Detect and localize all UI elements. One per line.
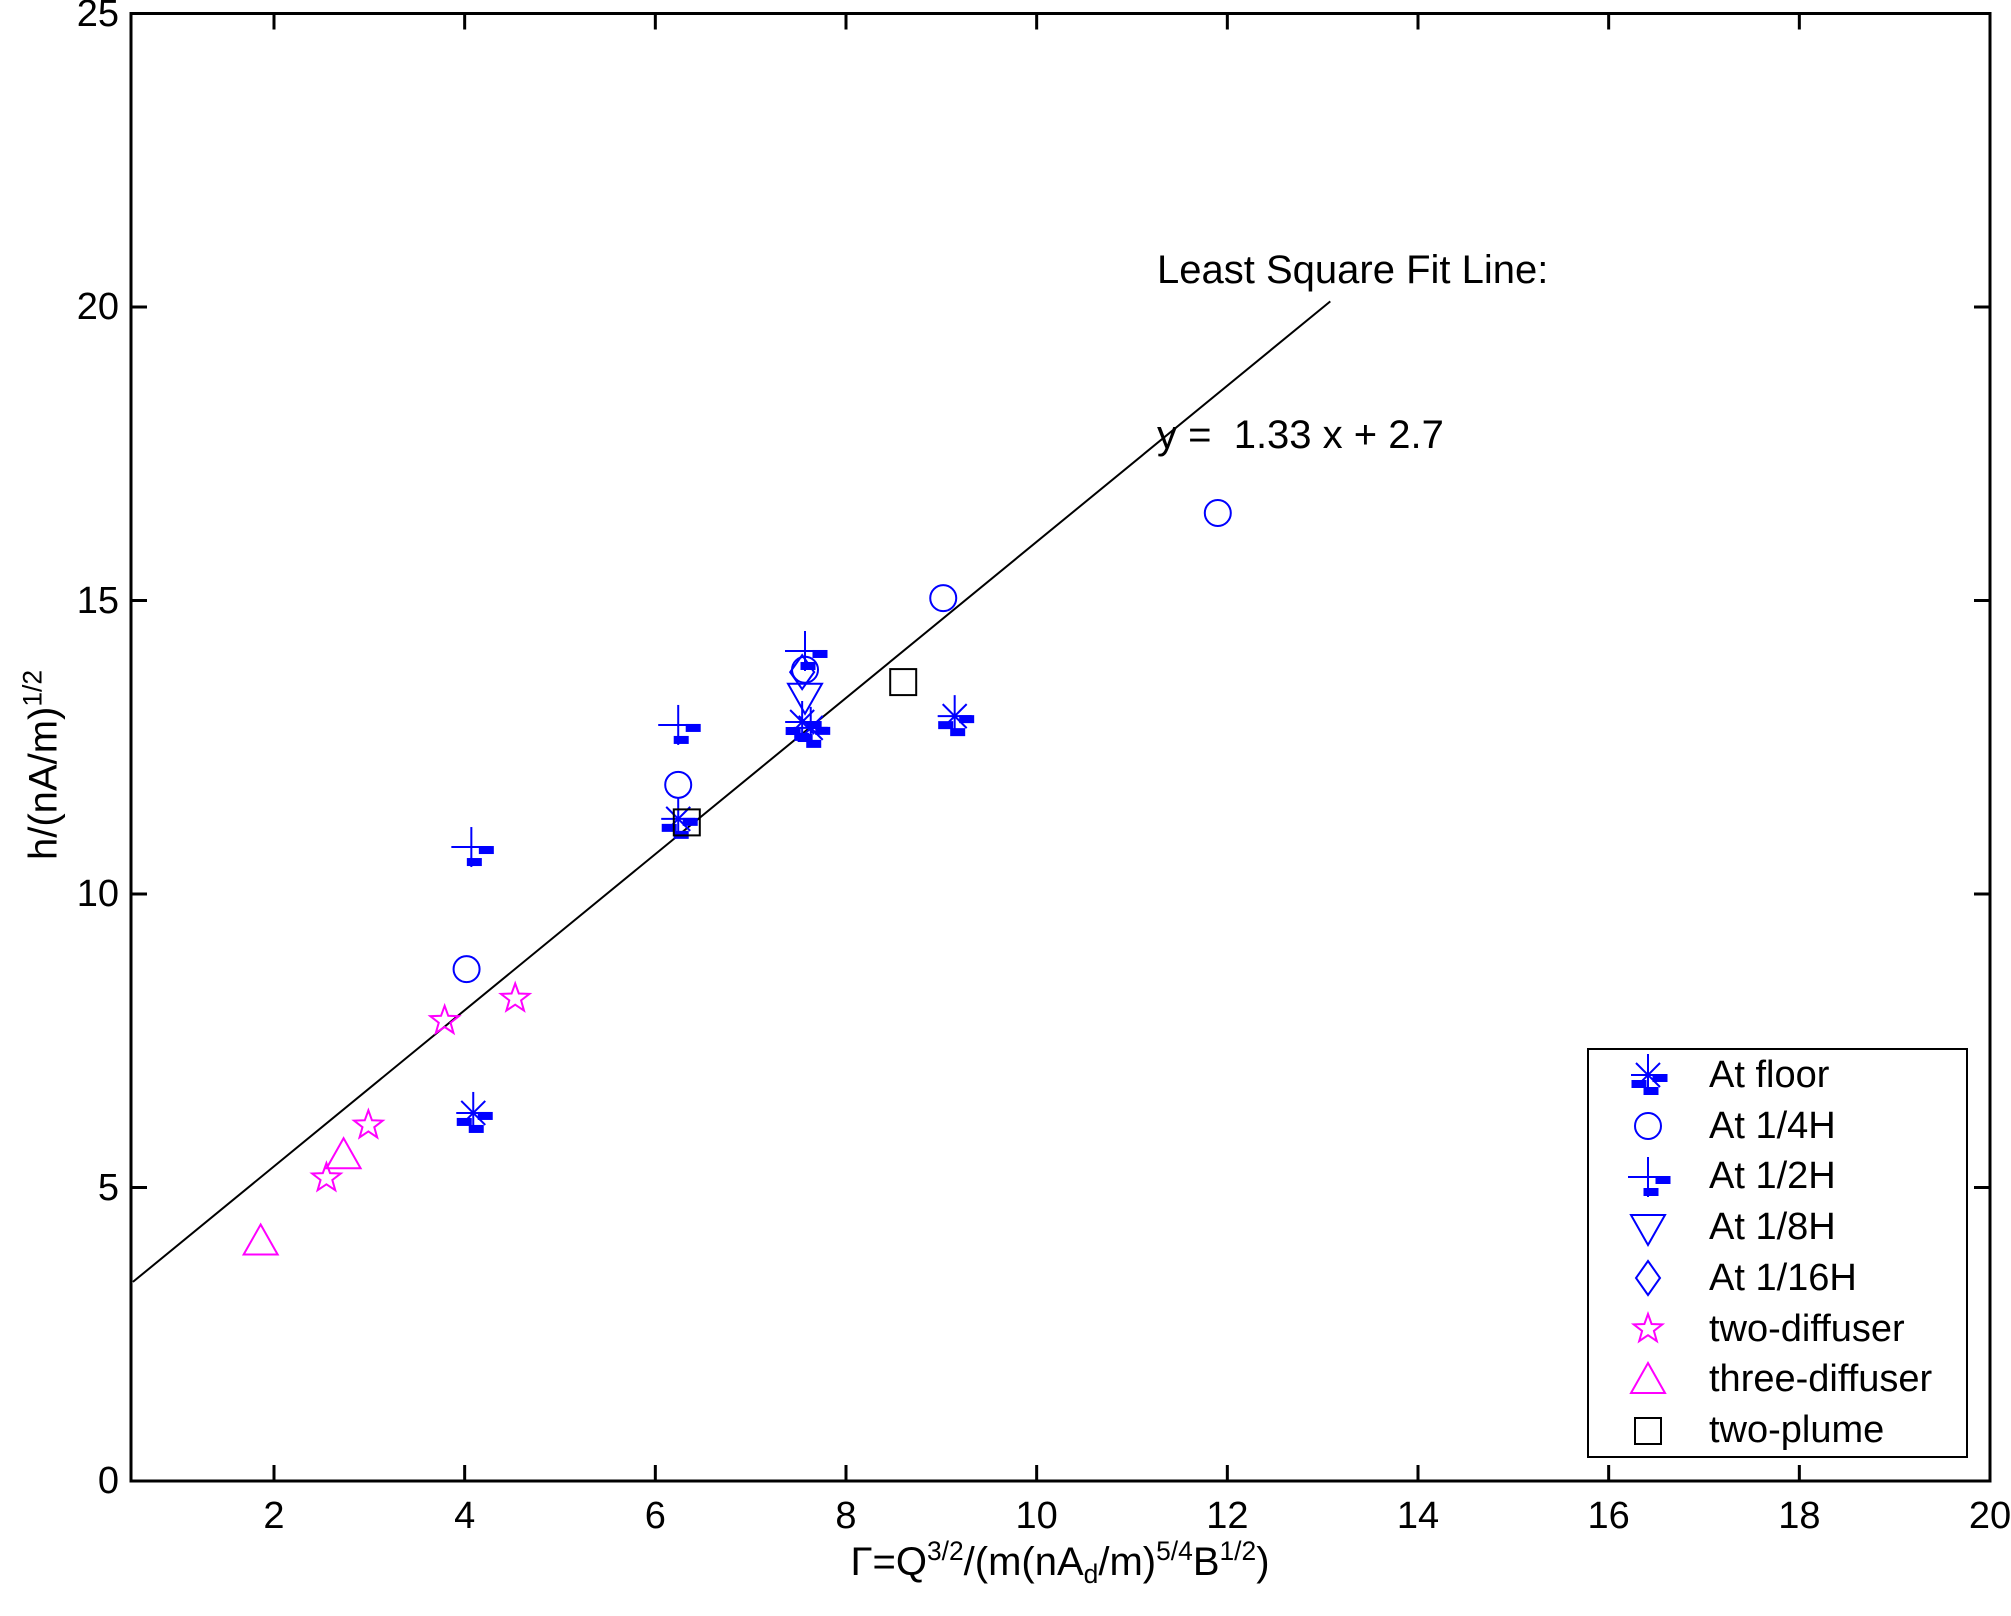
legend-item: three-diffuser	[1589, 1355, 1966, 1406]
marker-plus-dashes	[451, 827, 494, 868]
legend-label: At floor	[1709, 1053, 1830, 1096]
marker-triangle-up	[241, 1222, 280, 1256]
legend-label: three-diffuser	[1709, 1358, 1933, 1401]
marker-square	[889, 668, 918, 697]
marker-circle	[929, 584, 958, 613]
x-axis-label: Γ=Q3/2/(m(nAd/m)5/4B1/2)	[850, 1536, 1270, 1589]
legend-marker-diamond	[1634, 1259, 1662, 1298]
marker-triangle-down	[786, 682, 824, 716]
x-tick-label: 10	[1015, 1495, 1058, 1537]
legend-marker-plus-dashes	[1628, 1156, 1671, 1197]
marker-triangle-up	[324, 1136, 363, 1170]
marker-star	[498, 980, 533, 1013]
legend-marker-square	[1634, 1416, 1662, 1445]
y-tick-label: 10	[76, 873, 119, 915]
legend-label: At 1/16H	[1709, 1256, 1857, 1299]
legend: At floor At 1/4H At 1/2H At 1/8H At 1/16H two…	[1587, 1048, 1968, 1458]
legend-marker-triangle-down	[1629, 1213, 1667, 1247]
annotation-line-1: Least Square Fit Line:	[1157, 248, 1549, 292]
least-square-fit-line	[132, 300, 1331, 1283]
marker-circle	[1203, 499, 1232, 528]
marker-asterisk-dashes	[937, 695, 975, 737]
x-tick-label: 4	[454, 1495, 476, 1537]
marker-star	[427, 1002, 462, 1036]
marker-plus-dashes	[658, 704, 701, 745]
y-tick-label: 15	[76, 579, 119, 622]
marker-square	[1634, 1416, 1662, 1445]
marker-circle	[664, 770, 693, 799]
marker-circle	[452, 955, 481, 984]
y-axis-label: h/(nA/m)1/2	[17, 669, 66, 861]
legend-label: At 1/2H	[1709, 1155, 1836, 1198]
x-tick-label: 12	[1206, 1495, 1249, 1537]
marker-plus-dashes	[1628, 1156, 1671, 1197]
x-tick-label: 18	[1778, 1495, 1821, 1537]
legend-item: two-diffuser	[1589, 1304, 1966, 1355]
legend-label: At 1/8H	[1709, 1206, 1836, 1249]
marker-plus-dashes	[785, 630, 828, 671]
y-tick-label: 5	[97, 1166, 119, 1209]
x-tick-label: 14	[1396, 1495, 1440, 1537]
legend-marker-star	[1630, 1311, 1666, 1344]
marker-triangle-up	[1629, 1360, 1667, 1394]
marker-asterisk-dashes	[793, 706, 831, 748]
axes-box	[129, 12, 1992, 1483]
fit-equation-annotation: Least Square Fit Line: y = 1.33 x + 2.7	[1157, 133, 1548, 573]
legend-item: At floor	[1589, 1050, 1966, 1101]
marker-star	[351, 1107, 386, 1140]
legend-item: At 1/4H	[1589, 1101, 1966, 1152]
marker-star	[309, 1160, 344, 1193]
y-tick-label: 25	[76, 0, 119, 35]
x-tick-label: 2	[263, 1495, 285, 1537]
x-tick-label: 6	[644, 1495, 666, 1537]
marker-circle	[1634, 1112, 1662, 1141]
x-tick-label: 8	[835, 1495, 857, 1537]
legend-marker-circle	[1634, 1112, 1662, 1141]
legend-item: At 1/8H	[1589, 1202, 1966, 1253]
legend-label: two-plume	[1709, 1409, 1885, 1452]
legend-label: At 1/4H	[1709, 1104, 1836, 1147]
marker-diamond	[1634, 1259, 1662, 1298]
marker-star	[1630, 1311, 1666, 1344]
y-tick-label: 0	[97, 1460, 119, 1502]
legend-item: At 1/16H	[1589, 1253, 1966, 1304]
legend-marker-asterisk-dashes	[1631, 1054, 1668, 1096]
x-tick-label: 16	[1587, 1495, 1630, 1537]
legend-item: At 1/2H	[1589, 1152, 1966, 1203]
marker-asterisk-dashes	[1631, 1054, 1668, 1096]
legend-item: two-plume	[1589, 1405, 1966, 1456]
marker-asterisk-dashes	[456, 1091, 493, 1133]
annotation-line-2: y = 1.33 x + 2.7	[1157, 413, 1444, 457]
marker-diamond	[788, 653, 816, 691]
x-tick-label: 20	[1968, 1495, 2011, 1537]
marker-square	[672, 808, 701, 837]
marker-triangle-down	[1629, 1213, 1667, 1247]
y-tick-label: 20	[76, 286, 119, 328]
marker-asterisk-dashes	[661, 797, 698, 839]
legend-marker-triangle-up	[1629, 1360, 1667, 1394]
legend-label: two-diffuser	[1709, 1307, 1905, 1350]
